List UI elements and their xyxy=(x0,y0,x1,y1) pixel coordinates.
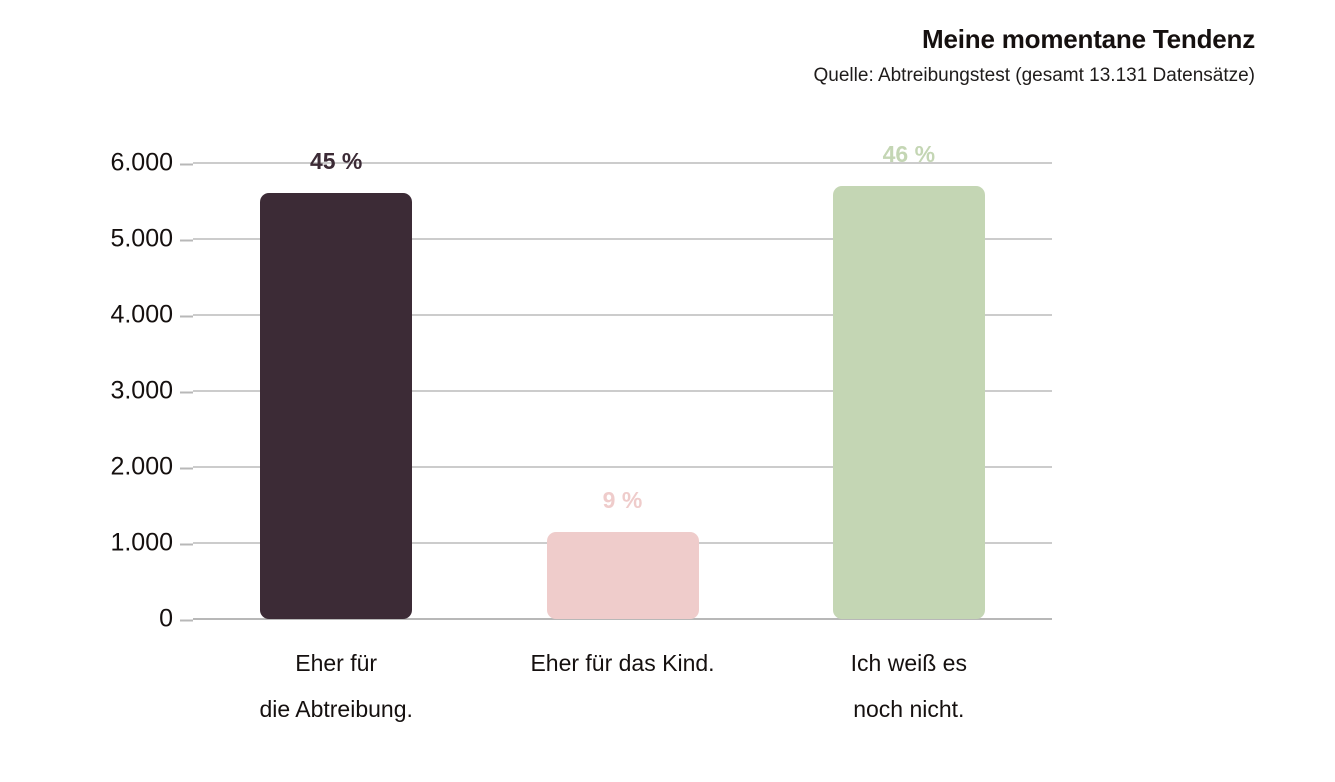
x-axis-category-label: Eher für das Kind. xyxy=(479,640,765,686)
y-axis-tick-mark xyxy=(180,391,193,393)
gridline xyxy=(193,162,1052,164)
y-axis-tick-mark xyxy=(180,163,193,165)
y-axis-tick-label: 2.000 xyxy=(0,453,193,482)
x-axis-category-line: Eher für das Kind. xyxy=(530,650,715,676)
y-axis: 0 1.000 2.000 3.000 4.000 5.000 6.000 xyxy=(0,149,193,633)
bar[interactable] xyxy=(546,531,699,619)
x-axis-category-line: Ich weiß es xyxy=(850,650,967,676)
y-axis-tick-mark xyxy=(180,619,193,621)
gridline xyxy=(193,466,1052,468)
chart-subtitle: Quelle: Abtreibungstest (gesamt 13.131 D… xyxy=(813,65,1255,86)
x-axis-line xyxy=(193,618,1052,620)
gridline xyxy=(193,390,1052,392)
bar-group[interactable]: 9 % xyxy=(546,163,699,619)
bars-layer: 45 % 9 % 46 % xyxy=(193,141,1052,619)
page-title: Meine momentane Tendenz xyxy=(922,24,1255,54)
y-axis-tick-mark xyxy=(180,239,193,241)
bar[interactable] xyxy=(832,185,985,619)
x-axis-category-label: Ich weiß es noch nicht. xyxy=(766,640,1052,732)
y-axis-tick-label: 3.000 xyxy=(0,377,193,406)
gridline xyxy=(193,314,1052,316)
x-axis-category-label: Eher für die Abtreibung. xyxy=(193,640,479,732)
y-axis-tick-label: 4.000 xyxy=(0,301,193,330)
y-axis-tick-label: 0 xyxy=(0,605,193,634)
bar-value-label: 46 % xyxy=(882,140,936,167)
chart-header: Meine momentane Tendenz Quelle: Abtreibu… xyxy=(0,0,1295,85)
x-axis: Eher für die Abtreibung. Eher für das Kind… xyxy=(193,640,1052,760)
y-axis-tick-label: 1.000 xyxy=(0,529,193,558)
y-axis-tick-mark xyxy=(180,543,193,545)
bar-value-label: 9 % xyxy=(602,486,643,513)
x-axis-category-line: die Abtreibung. xyxy=(259,696,413,722)
gridline xyxy=(193,238,1052,240)
y-axis-tick-label: 6.000 xyxy=(0,149,193,178)
bar-group[interactable]: 45 % xyxy=(260,148,413,619)
x-axis-category-line: Eher für xyxy=(295,650,378,676)
y-axis-tick-mark xyxy=(180,315,193,317)
y-axis-tick-label: 5.000 xyxy=(0,225,193,254)
bar-value-label: 45 % xyxy=(309,148,363,175)
bar-group[interactable]: 46 % xyxy=(832,141,985,619)
bar[interactable] xyxy=(260,193,413,619)
y-axis-tick-mark xyxy=(180,467,193,469)
x-axis-category-line: noch nicht. xyxy=(853,696,965,722)
